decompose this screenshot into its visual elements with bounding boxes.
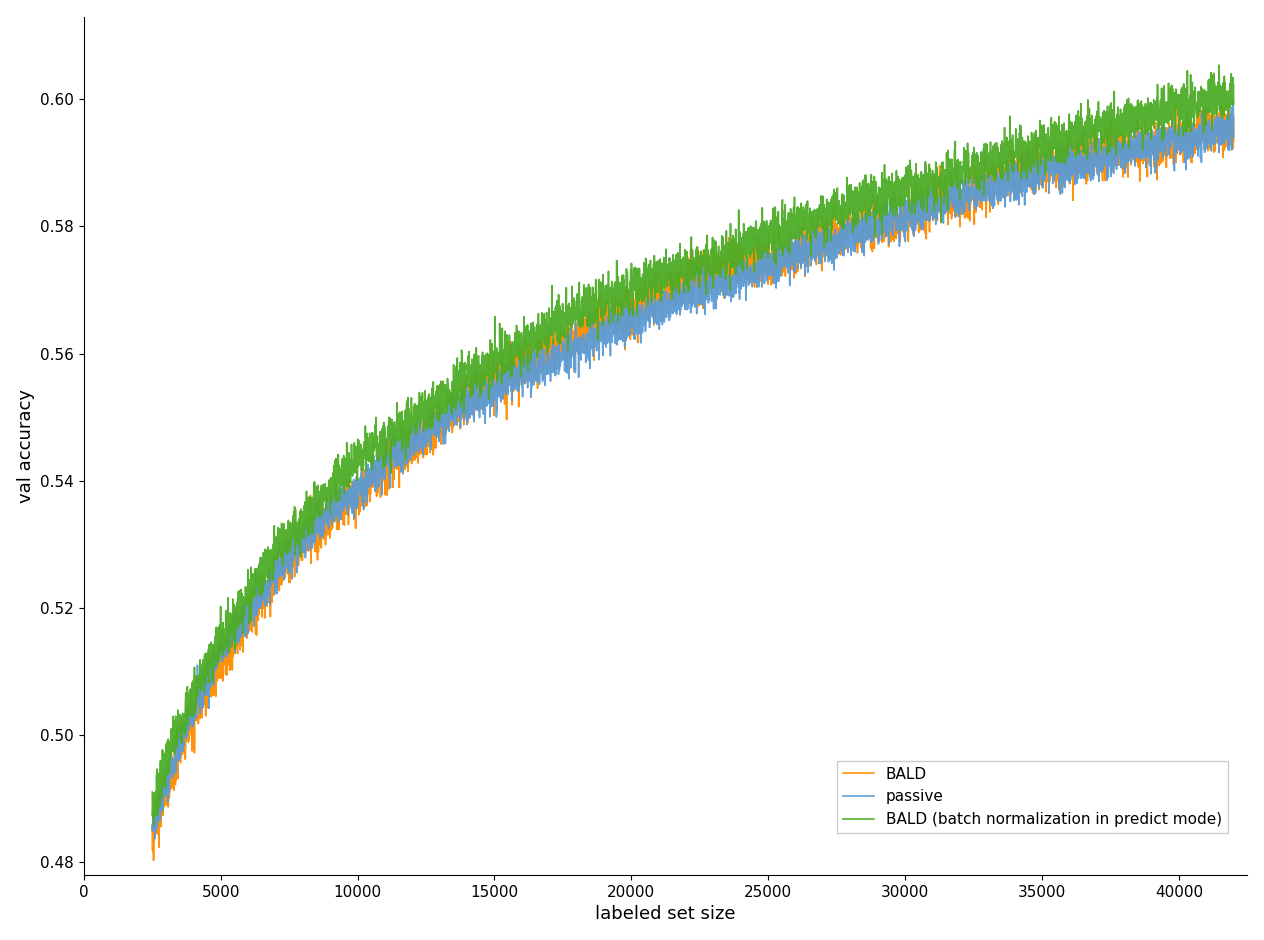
X-axis label: labeled set size: labeled set size bbox=[595, 905, 736, 923]
passive bbox=[794, 245, 809, 257]
BALD bbox=[848, 242, 863, 253]
Y-axis label: val accuracy: val accuracy bbox=[16, 389, 34, 503]
BALD bbox=[794, 263, 809, 274]
passive bbox=[559, 329, 574, 340]
passive bbox=[1226, 94, 1241, 105]
passive bbox=[144, 821, 159, 832]
BALD (batch normalization in predict mode) bbox=[848, 197, 863, 209]
BALD (batch normalization in predict mode) bbox=[341, 462, 356, 473]
BALD bbox=[952, 200, 967, 212]
passive bbox=[1034, 173, 1049, 184]
BALD bbox=[1034, 166, 1049, 178]
passive bbox=[848, 223, 863, 234]
passive bbox=[952, 196, 967, 208]
passive bbox=[148, 833, 163, 844]
Line: BALD: BALD bbox=[152, 101, 1234, 860]
BALD bbox=[559, 343, 574, 354]
Legend: BALD, passive, BALD (batch normalization in predict mode): BALD, passive, BALD (batch normalization… bbox=[837, 760, 1229, 833]
passive bbox=[341, 476, 356, 487]
passive bbox=[1226, 132, 1241, 143]
BALD bbox=[145, 854, 161, 866]
BALD bbox=[1213, 95, 1229, 106]
BALD (batch normalization in predict mode) bbox=[1212, 59, 1227, 70]
BALD bbox=[341, 489, 356, 500]
BALD (batch normalization in predict mode) bbox=[952, 168, 967, 180]
BALD (batch normalization in predict mode) bbox=[559, 310, 574, 321]
BALD (batch normalization in predict mode) bbox=[1034, 128, 1049, 139]
BALD (batch normalization in predict mode) bbox=[794, 215, 809, 227]
Line: BALD (batch normalization in predict mode): BALD (batch normalization in predict mod… bbox=[152, 65, 1234, 825]
Line: passive: passive bbox=[152, 100, 1234, 838]
BALD (batch normalization in predict mode) bbox=[147, 820, 162, 831]
BALD bbox=[144, 844, 159, 855]
BALD bbox=[1226, 136, 1241, 148]
BALD (batch normalization in predict mode) bbox=[144, 787, 159, 798]
BALD (batch normalization in predict mode) bbox=[1226, 99, 1241, 110]
